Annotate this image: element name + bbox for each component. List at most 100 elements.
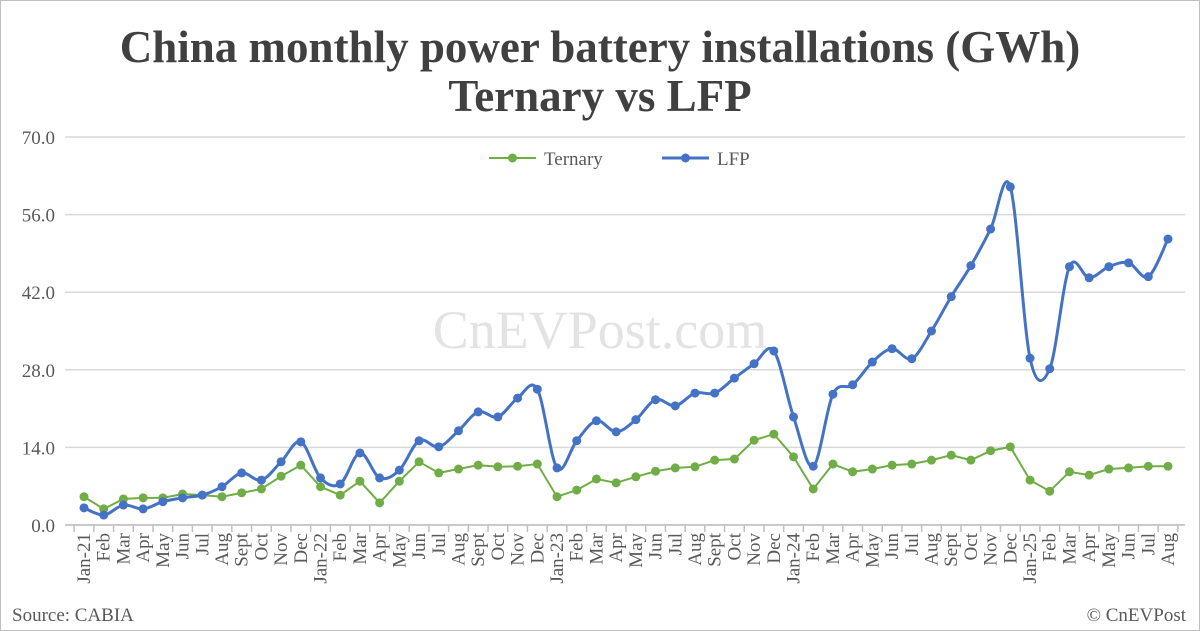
credit-note: © CnEVPost <box>1087 605 1187 626</box>
x-tick-label: Aug <box>212 533 233 566</box>
ternary-point <box>631 472 641 482</box>
ternary-point <box>276 471 286 481</box>
x-tick-label: Sept <box>232 532 253 567</box>
x-tick-label: Sept <box>941 532 962 567</box>
x-axis-ticks: Jan-21FebMarAprMayJunJulAugSeptOctNovDec… <box>74 532 1179 583</box>
ternary-point <box>611 478 621 488</box>
y-tick-label: 42.0 <box>22 283 55 304</box>
ternary-point <box>710 455 720 465</box>
x-tick-label: Nov <box>508 533 529 566</box>
x-tick-label: Mar <box>350 532 371 564</box>
x-tick-label: Oct <box>488 532 509 560</box>
series-group <box>79 180 1173 520</box>
ternary-point <box>237 488 247 498</box>
ternary-point <box>1084 470 1094 480</box>
lfp-point <box>138 504 148 514</box>
x-tick-label: Jul <box>665 533 686 555</box>
lfp-point <box>789 412 799 422</box>
ternary-point <box>887 460 897 470</box>
lfp-point <box>1124 258 1134 268</box>
lfp-point <box>769 346 779 356</box>
lfp-point <box>355 448 365 458</box>
ternary-point <box>1104 464 1114 474</box>
lfp-point <box>867 357 877 367</box>
legend: Ternary LFP <box>489 149 750 170</box>
ternary-point <box>316 482 326 492</box>
lfp-point <box>946 292 956 302</box>
chart-subtitle: Ternary vs LFP <box>448 71 751 121</box>
lfp-point <box>296 437 306 447</box>
lfp-point <box>118 500 128 510</box>
lfp-point <box>158 497 168 507</box>
ternary-point <box>907 459 917 469</box>
x-tick-label: Dec <box>764 533 785 564</box>
x-tick-label: Mar <box>586 532 607 564</box>
x-tick-label: Aug <box>448 533 469 566</box>
lfp-point <box>572 436 582 446</box>
lfp-point <box>1104 262 1114 272</box>
ternary-point <box>572 485 582 495</box>
lfp-point <box>828 389 838 399</box>
ternary-point <box>986 446 996 456</box>
y-tick-label: 14.0 <box>22 438 55 459</box>
y-tick-label: 28.0 <box>22 361 55 382</box>
x-tick-label: Jul <box>1138 533 1159 555</box>
x-tick-label: Jun <box>409 533 430 560</box>
x-tick-label: May <box>153 533 174 568</box>
lfp-point <box>493 412 503 422</box>
x-tick-label: Feb <box>567 533 588 562</box>
x-tick-label: Sept <box>705 532 726 567</box>
lfp-point <box>237 468 247 478</box>
ternary-point <box>966 455 976 465</box>
x-tick-label: Jan-24 <box>784 533 805 584</box>
lfp-point <box>926 326 936 336</box>
legend-label: LFP <box>717 149 750 170</box>
x-tick-label: Oct <box>251 532 272 560</box>
x-tick-label: Jul <box>192 533 213 555</box>
lfp-point <box>749 359 759 369</box>
x-tick-label: Feb <box>330 533 351 562</box>
ternary-point <box>217 492 227 502</box>
ternary-point <box>256 484 266 494</box>
lfp-point <box>99 510 109 520</box>
lfp-point <box>651 395 661 405</box>
lfp-point <box>453 426 463 436</box>
lfp-point <box>710 388 720 398</box>
x-tick-label: Jul <box>902 533 923 555</box>
ternary-point <box>1064 467 1074 477</box>
ternary-point <box>867 464 877 474</box>
ternary-point <box>473 460 483 470</box>
x-tick-label: Aug <box>921 533 942 566</box>
x-tick-label: Aug <box>685 533 706 566</box>
lfp-point <box>887 344 897 354</box>
lfp-point <box>1084 273 1094 283</box>
x-tick-label: Mar <box>1059 532 1080 564</box>
ternary-point <box>670 463 680 473</box>
lfp-point <box>848 380 858 390</box>
lfp-point <box>1025 353 1035 363</box>
x-tick-label: Aug <box>1158 533 1179 566</box>
x-tick-label: Jan-25 <box>1020 533 1041 584</box>
lfp-point <box>986 224 996 234</box>
x-tick-label: Oct <box>724 532 745 560</box>
source-note: Source: CABIA <box>12 605 134 626</box>
x-tick-label: Mar <box>113 532 134 564</box>
ternary-point <box>355 476 365 486</box>
lfp-point <box>197 490 207 500</box>
x-tick-label: Feb <box>94 533 115 562</box>
ternary-point <box>808 484 818 494</box>
lfp-point <box>1143 272 1153 282</box>
legend-item-lfp: LFP <box>662 149 750 170</box>
lfp-point <box>276 457 286 467</box>
ternary-line <box>83 432 1168 511</box>
lfp-point <box>394 465 404 475</box>
ternary-point <box>453 464 463 474</box>
lfp-point <box>670 401 680 411</box>
ternary-point <box>1143 461 1153 471</box>
ternary-point <box>532 459 542 469</box>
x-tick-label: Nov <box>271 533 292 566</box>
ternary-point <box>789 452 799 462</box>
legend-marker <box>681 153 690 163</box>
ternary-point <box>1025 475 1035 485</box>
